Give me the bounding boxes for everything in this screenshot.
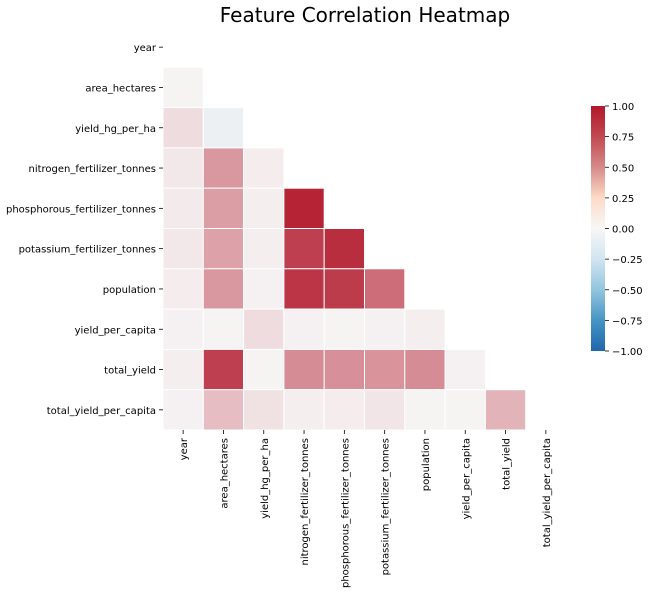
- y-tick-label-yield_per_capita: yield_per_capita: [75, 325, 156, 336]
- heatmap-cell-total_yield-yield_hg_per_ha: [243, 348, 285, 391]
- heatmap-cell-potassium_fertilizer_tonnes-phosphorous_fertilizer_tonnes: [323, 228, 366, 270]
- colorbar-tick-label: −0.25: [612, 255, 643, 266]
- x-tick-label-yield_per_capita: yield_per_capita: [461, 438, 472, 519]
- heatmap-cell-total_yield_per_capita-potassium_fertilizer_tonnes: [364, 389, 406, 431]
- heatmap-cell-yield_per_capita-yield_hg_per_ha: [243, 308, 285, 350]
- heatmap-cell-population-nitrogen_fertilizer_tonnes: [283, 268, 325, 310]
- heatmap-cell-potassium_fertilizer_tonnes-year: [162, 228, 204, 270]
- heatmap-cell-potassium_fertilizer_tonnes-area_hectares: [202, 228, 245, 270]
- heatmap-cell-potassium_fertilizer_tonnes-nitrogen_fertilizer_tonnes: [283, 228, 325, 270]
- heatmap-cell-total_yield_per_capita-population: [404, 389, 446, 431]
- y-tick-label-population: population: [103, 285, 156, 296]
- x-tick-label-total_yield_per_capita: total_yield_per_capita: [542, 438, 553, 547]
- y-tick-label-total_yield_per_capita: total_yield_per_capita: [47, 406, 156, 417]
- heatmap-cell-nitrogen_fertilizer_tonnes-yield_hg_per_ha: [243, 147, 285, 189]
- heatmap-cell-total_yield-population: [404, 348, 446, 391]
- heatmap-cells: [162, 66, 527, 431]
- x-tick-label-yield_hg_per_ha: yield_hg_per_ha: [260, 438, 271, 519]
- heatmap-cell-total_yield_per_capita-area_hectares: [202, 389, 245, 431]
- heatmap-cell-total_yield-yield_per_capita: [444, 348, 486, 391]
- heatmap-cell-total_yield-phosphorous_fertilizer_tonnes: [323, 348, 366, 391]
- y-tick-labels: year area_hectares yield_hg_per_ha nitrogen…: [6, 43, 163, 417]
- y-tick-label-total_yield: total_yield: [104, 366, 156, 377]
- heatmap-cell-total_yield-nitrogen_fertilizer_tonnes: [283, 348, 325, 391]
- heatmap-cell-population-yield_hg_per_ha: [243, 268, 285, 310]
- x-tick-labels: year area_hectares yield_hg_per_ha nitrogen…: [179, 430, 553, 588]
- heatmap-cell-nitrogen_fertilizer_tonnes-area_hectares: [202, 147, 245, 189]
- y-tick-label-nitrogen_fertilizer_tonnes: nitrogen_fertilizer_tonnes: [28, 164, 156, 175]
- heatmap-cell-yield_per_capita-area_hectares: [202, 308, 245, 350]
- x-tick-label-area_hectares: area_hectares: [219, 438, 230, 509]
- heatmap-cell-total_yield_per_capita-total_yield: [484, 389, 527, 431]
- x-tick-label-population: population: [421, 438, 432, 491]
- heatmap-cell-total_yield-area_hectares: [202, 348, 245, 391]
- heatmap-cell-total_yield-year: [162, 348, 204, 391]
- heatmap-cell-phosphorous_fertilizer_tonnes-area_hectares: [202, 187, 245, 229]
- colorbar-tick-label: 0.25: [612, 194, 634, 205]
- heatmap-cell-area_hectares-year: [162, 66, 204, 109]
- heatmap-cell-total_yield_per_capita-nitrogen_fertilizer_tonnes: [283, 389, 325, 431]
- y-tick-label-yield_hg_per_ha: yield_hg_per_ha: [75, 124, 156, 135]
- heatmap-cell-total_yield_per_capita-phosphorous_fertilizer_tonnes: [323, 389, 366, 431]
- heatmap-cell-yield_hg_per_ha-area_hectares: [202, 107, 245, 149]
- heatmap-cell-phosphorous_fertilizer_tonnes-yield_hg_per_ha: [243, 187, 285, 229]
- heatmap-cell-phosphorous_fertilizer_tonnes-year: [162, 187, 204, 229]
- heatmap-cell-population-area_hectares: [202, 268, 245, 310]
- heatmap-cell-population-phosphorous_fertilizer_tonnes: [323, 268, 366, 310]
- x-tick-label-phosphorous_fertilizer_tonnes: phosphorous_fertilizer_tonnes: [340, 438, 351, 588]
- x-tick-label-year: year: [179, 437, 190, 460]
- colorbar-tick-label: 1.00: [612, 102, 634, 113]
- heatmap-cell-population-year: [162, 268, 204, 310]
- heatmap-cell-yield_hg_per_ha-year: [162, 107, 204, 149]
- heatmap-cell-total_yield_per_capita-year: [162, 389, 204, 431]
- colorbar-tick-label: 0.75: [612, 133, 634, 144]
- heatmap-cell-yield_per_capita-potassium_fertilizer_tonnes: [364, 308, 406, 350]
- x-tick-label-nitrogen_fertilizer_tonnes: nitrogen_fertilizer_tonnes: [300, 438, 311, 566]
- heatmap-cell-total_yield-potassium_fertilizer_tonnes: [364, 348, 406, 391]
- y-tick-label-area_hectares: area_hectares: [85, 83, 156, 94]
- chart-title: Feature Correlation Heatmap: [220, 3, 510, 27]
- heatmap-cell-yield_per_capita-year: [162, 308, 204, 350]
- heatmap-cell-yield_per_capita-phosphorous_fertilizer_tonnes: [323, 308, 366, 350]
- y-tick-label-potassium_fertilizer_tonnes: potassium_fertilizer_tonnes: [19, 245, 156, 256]
- heatmap-cell-yield_per_capita-nitrogen_fertilizer_tonnes: [283, 308, 325, 350]
- heatmap-cell-nitrogen_fertilizer_tonnes-year: [162, 147, 204, 189]
- colorbar-tick-label: −0.50: [612, 286, 643, 297]
- y-tick-label-year: year: [134, 43, 157, 54]
- x-tick-label-total_yield: total_yield: [502, 438, 513, 490]
- colorbar-tick-label: 0.00: [612, 225, 634, 236]
- colorbar-gradient: [591, 106, 605, 351]
- heatmap-cell-total_yield_per_capita-yield_per_capita: [444, 389, 486, 431]
- heatmap-cell-yield_per_capita-population: [404, 308, 446, 350]
- heatmap-cell-population-potassium_fertilizer_tonnes: [364, 268, 406, 310]
- heatmap-cell-total_yield_per_capita-yield_hg_per_ha: [243, 389, 285, 431]
- heatmap-cell-potassium_fertilizer_tonnes-yield_hg_per_ha: [243, 228, 285, 270]
- heatmap-cell-phosphorous_fertilizer_tonnes-nitrogen_fertilizer_tonnes: [283, 187, 325, 229]
- colorbar: 1.00 0.75 0.50 0.25 0.00 −0.25 −0.50 −0.75 −1.00: [591, 102, 643, 358]
- y-tick-label-phosphorous_fertilizer_tonnes: phosphorous_fertilizer_tonnes: [6, 204, 156, 215]
- x-tick-label-potassium_fertilizer_tonnes: potassium_fertilizer_tonnes: [381, 438, 392, 575]
- colorbar-tick-label: 0.50: [612, 163, 634, 174]
- colorbar-tick-label: −0.75: [612, 316, 643, 327]
- colorbar-tick-label: −1.00: [612, 347, 643, 358]
